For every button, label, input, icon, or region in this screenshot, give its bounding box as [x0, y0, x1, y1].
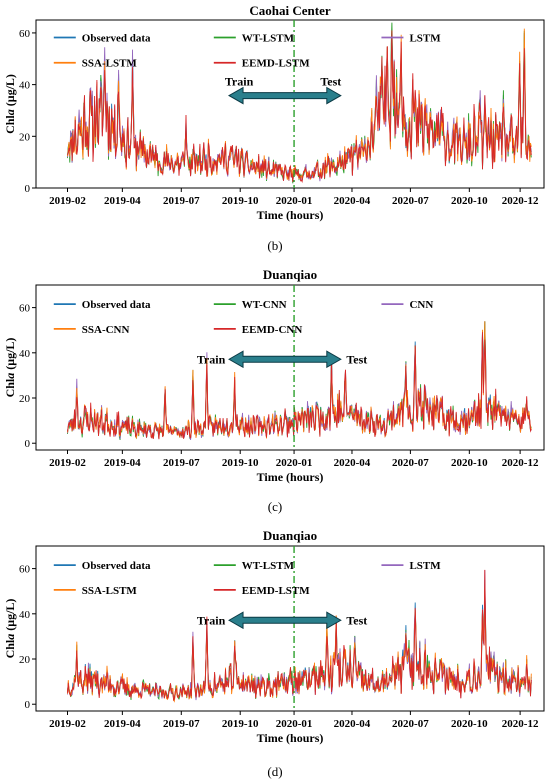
legend-label: WT-LSTM — [242, 560, 295, 572]
y-tick-label: 40 — [19, 80, 31, 92]
y-axis-label: Chla (μg/L) — [3, 74, 17, 134]
x-tick-label: 2020-07 — [392, 718, 429, 730]
x-tick-label: 2019-02 — [49, 457, 86, 469]
legend-label: LSTM — [409, 33, 441, 45]
y-axis-label-suffix: (μg/L) — [3, 74, 17, 109]
y-tick-label: 0 — [25, 183, 31, 195]
x-tick-label: 2020-04 — [334, 718, 371, 730]
train-label: Train — [197, 613, 226, 627]
series-line-wt-cnn — [67, 321, 532, 441]
x-tick-label: 2020-10 — [451, 195, 488, 207]
x-tick-label: 2020-12 — [502, 718, 539, 730]
y-tick-label: 20 — [19, 131, 31, 143]
x-tick-label: 2019-10 — [222, 195, 259, 207]
legend-label: CNN — [409, 299, 433, 311]
x-tick-label: 2020-04 — [334, 457, 371, 469]
x-tick-label: 2019-10 — [222, 718, 259, 730]
x-tick-label: 2019-04 — [104, 457, 141, 469]
y-axis-label-suffix: (μg/L) — [3, 599, 17, 634]
y-tick-label: 20 — [19, 654, 31, 666]
x-tick-label: 2019-07 — [163, 457, 200, 469]
x-tick-label: 2020-12 — [502, 457, 539, 469]
train-test-arrow — [228, 350, 342, 369]
legend-label: EEMD-CNN — [242, 324, 303, 336]
y-axis-label-suffix: (μg/L) — [3, 338, 17, 373]
y-axis-label-prefix: Chl — [3, 639, 17, 658]
legend-label: EEMD-LSTM — [242, 58, 310, 70]
series-line-cnn — [67, 331, 532, 441]
train-label: Train — [197, 352, 226, 366]
test-label: Test — [320, 75, 341, 89]
y-axis-label-prefix: Chl — [3, 378, 17, 397]
y-tick-label: 60 — [19, 564, 31, 576]
legend-label: WT-CNN — [242, 299, 287, 311]
plot-frame — [35, 545, 545, 712]
x-axis-label: Time (hours) — [257, 208, 324, 222]
chart-panel-2: Duanqiao 0 20 40 60 2019-02 2019-04 2019-07 2019… — [3, 528, 545, 745]
y-axis-label-prefix: Chl — [3, 115, 17, 134]
x-tick-label: 2020-01 — [276, 718, 313, 730]
y-axis-label: Chla (μg/L) — [3, 338, 17, 398]
x-tick-label: 2020-04 — [334, 195, 371, 207]
series-line-eemd-lstm — [67, 30, 532, 183]
y-axis-label-italic: a — [3, 634, 17, 640]
x-tick-label: 2019-02 — [49, 195, 86, 207]
plot-frame — [35, 19, 545, 189]
x-tick-label: 2019-02 — [49, 718, 86, 730]
panel-d-caption: (d) — [267, 764, 283, 779]
legend-label: Observed data — [82, 33, 151, 45]
chart-title: Duanqiao — [263, 528, 317, 543]
x-tick-label: 2020-07 — [392, 457, 429, 469]
test-label: Test — [346, 352, 367, 366]
legend-label: SSA-CNN — [82, 324, 130, 336]
x-tick-label: 2019-04 — [104, 195, 141, 207]
train-label: Train — [225, 75, 254, 89]
chart-title: Caohai Center — [249, 3, 330, 18]
chart-panel-0: Caohai Center 0 20 40 60 2019-02 2019-04 2019-0… — [3, 3, 545, 222]
x-tick-label: 2020-12 — [502, 195, 539, 207]
panel-b-caption: (b) — [267, 238, 283, 253]
x-tick-label: 2019-07 — [163, 195, 200, 207]
chart-title: Duanqiao — [263, 267, 317, 282]
x-tick-label: 2020-01 — [276, 195, 313, 207]
x-axis-label: Time (hours) — [257, 731, 324, 745]
plot-frame — [35, 284, 545, 451]
train-test-arrow — [228, 611, 342, 630]
legend-label: Observed data — [82, 560, 151, 572]
chart-panel-1: Duanqiao 0 20 40 60 2019-02 2019-04 2019-07 2019… — [3, 267, 545, 484]
x-tick-label: 2020-01 — [276, 457, 313, 469]
x-tick-label: 2020-07 — [392, 195, 429, 207]
x-tick-label: 2020-10 — [451, 457, 488, 469]
legend-label: SSA-LSTM — [82, 58, 138, 70]
y-tick-label: 60 — [19, 303, 31, 315]
legend-label: Observed data — [82, 299, 151, 311]
series-line-eemd-cnn — [67, 332, 532, 440]
legend-label: LSTM — [409, 560, 441, 572]
y-axis-label: Chla (μg/L) — [3, 599, 17, 659]
y-tick-label: 0 — [25, 699, 31, 711]
train-test-arrow — [228, 86, 342, 105]
test-label: Test — [346, 613, 367, 627]
x-tick-label: 2019-10 — [222, 457, 259, 469]
legend-label: WT-LSTM — [242, 33, 295, 45]
x-tick-label: 2019-04 — [104, 718, 141, 730]
x-tick-label: 2020-10 — [451, 718, 488, 730]
y-tick-label: 40 — [19, 609, 31, 621]
y-tick-label: 40 — [19, 348, 31, 360]
y-tick-label: 60 — [19, 28, 31, 40]
series-line-eemd-lstm — [67, 569, 532, 702]
panel-c-caption: (c) — [267, 499, 283, 514]
legend-label: SSA-LSTM — [82, 585, 138, 597]
legend-label: EEMD-LSTM — [242, 585, 310, 597]
x-axis-label: Time (hours) — [257, 470, 324, 484]
y-tick-label: 20 — [19, 393, 31, 405]
y-tick-label: 0 — [25, 438, 31, 450]
y-axis-label-italic: a — [3, 373, 17, 379]
y-axis-label-italic: a — [3, 109, 17, 115]
x-tick-label: 2019-07 — [163, 718, 200, 730]
